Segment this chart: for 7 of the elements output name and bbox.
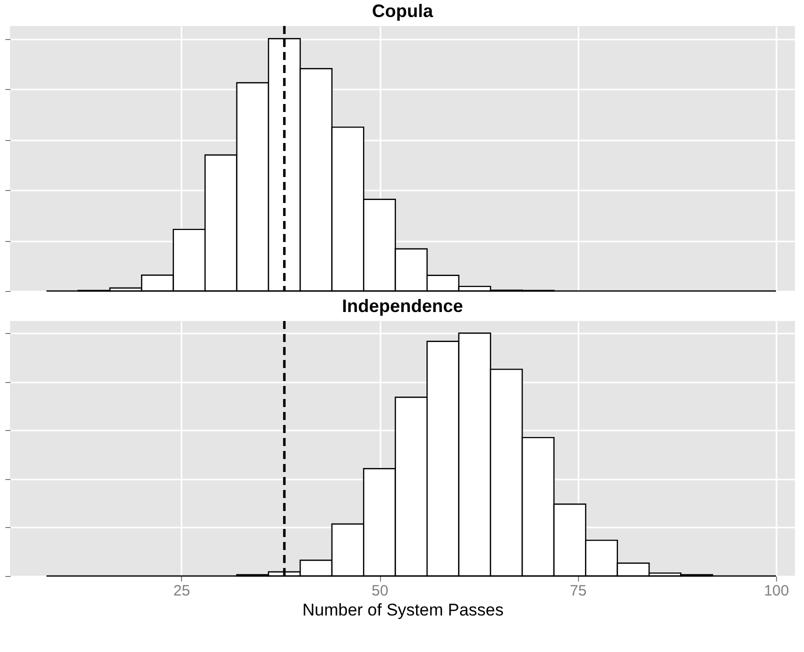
x-tick-label: 50	[372, 582, 388, 600]
chart-title: Independence	[342, 296, 464, 316]
x-tick-label: 75	[570, 582, 587, 600]
x-tick-label: 100	[764, 582, 789, 600]
chart-title: Copula	[372, 0, 434, 21]
x-tick-label: 25	[173, 582, 190, 600]
x-axis-title: Number of System Passes	[302, 600, 504, 620]
